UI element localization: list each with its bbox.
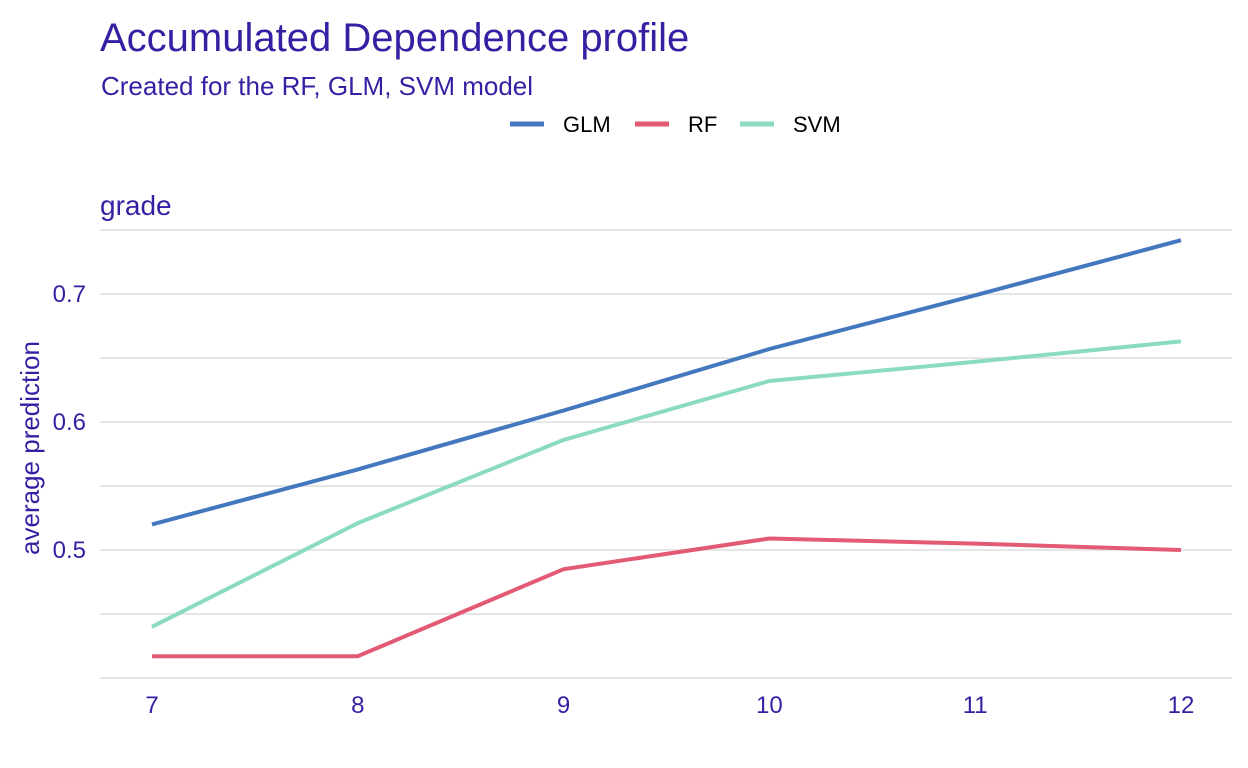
chart-subtitle: Created for the RF, GLM, SVM model	[101, 71, 533, 101]
legend: GLM RF SVM	[510, 112, 841, 137]
series-line-rf	[152, 536, 1182, 659]
x-tick-label: 12	[1168, 692, 1195, 719]
grid-lines	[100, 229, 1232, 679]
x-tick-label: 9	[557, 692, 570, 719]
x-tick-label: 8	[351, 692, 364, 719]
y-tick-label: 0.5	[53, 537, 86, 564]
series-line-svm	[151, 339, 1182, 629]
facet-strip-label: grade	[100, 190, 172, 221]
y-axis-ticks: 0.5 0.6 0.7	[53, 281, 86, 564]
y-tick-label: 0.7	[53, 281, 86, 308]
legend-label-rf: RF	[688, 112, 717, 137]
chart-title: Accumulated Dependence profile	[100, 16, 689, 60]
x-tick-label: 7	[145, 692, 158, 719]
series-line-glm	[151, 238, 1182, 527]
y-tick-label: 0.6	[53, 409, 86, 436]
x-tick-label: 11	[963, 692, 988, 719]
x-axis-ticks: 7 8 9 10 11 12	[145, 692, 1194, 719]
x-tick-label: 10	[756, 692, 783, 719]
legend-label-glm: GLM	[563, 112, 611, 137]
series-lines	[151, 238, 1182, 659]
legend-label-svm: SVM	[793, 112, 841, 137]
y-axis-label: average prediction	[15, 341, 45, 555]
